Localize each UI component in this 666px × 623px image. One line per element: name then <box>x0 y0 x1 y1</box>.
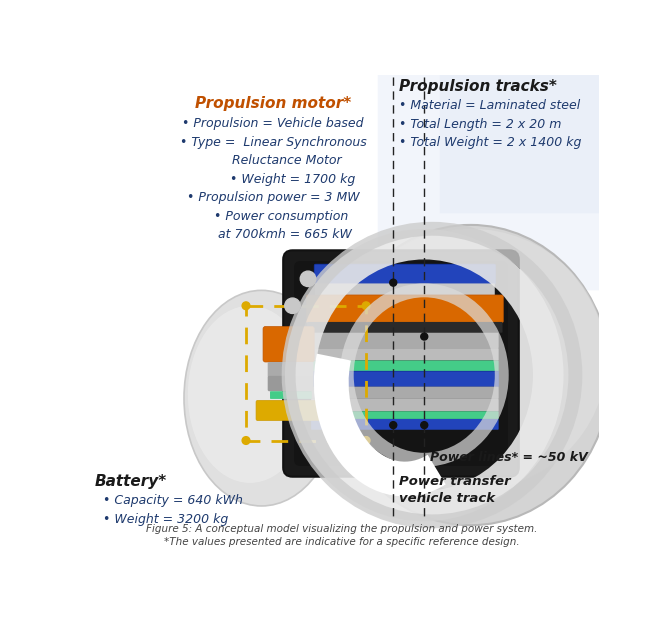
FancyBboxPatch shape <box>306 295 503 323</box>
FancyBboxPatch shape <box>268 376 314 391</box>
Text: Figure 5: A conceptual model visualizing the propulsion and power system.
*The v: Figure 5: A conceptual model visualizing… <box>146 523 537 547</box>
FancyBboxPatch shape <box>311 387 499 399</box>
Ellipse shape <box>188 306 312 483</box>
FancyBboxPatch shape <box>263 326 314 362</box>
FancyBboxPatch shape <box>311 333 499 348</box>
Ellipse shape <box>184 290 339 506</box>
Circle shape <box>300 271 316 287</box>
FancyBboxPatch shape <box>256 401 337 421</box>
Circle shape <box>421 333 428 340</box>
Circle shape <box>362 302 370 310</box>
FancyBboxPatch shape <box>294 261 508 466</box>
Text: Propulsion motor*: Propulsion motor* <box>195 97 351 112</box>
FancyBboxPatch shape <box>311 348 499 361</box>
FancyBboxPatch shape <box>311 361 499 371</box>
Ellipse shape <box>331 225 610 525</box>
Text: Battery*: Battery* <box>95 473 167 488</box>
FancyBboxPatch shape <box>307 322 503 333</box>
FancyBboxPatch shape <box>314 264 496 284</box>
Text: • Capacity = 640 kWh
  • Weight = 3200 kg: • Capacity = 640 kWh • Weight = 3200 kg <box>95 495 242 526</box>
FancyBboxPatch shape <box>283 250 519 477</box>
Ellipse shape <box>304 281 358 323</box>
Circle shape <box>390 422 397 429</box>
FancyBboxPatch shape <box>270 391 312 399</box>
Text: Power lines* = ~50 kV: Power lines* = ~50 kV <box>430 450 588 464</box>
Bar <box>246 306 366 440</box>
Text: Power transfer
vehicle track: Power transfer vehicle track <box>400 475 511 505</box>
FancyBboxPatch shape <box>268 362 314 378</box>
Text: • Material = Laminated steel
• Total Length = 2 x 20 m
• Total Weight = 2 x 1400: • Material = Laminated steel • Total Len… <box>400 100 582 150</box>
FancyBboxPatch shape <box>311 419 499 430</box>
Circle shape <box>421 422 428 429</box>
Circle shape <box>242 437 250 444</box>
FancyBboxPatch shape <box>315 283 495 296</box>
FancyBboxPatch shape <box>311 371 499 387</box>
Circle shape <box>362 437 370 444</box>
Ellipse shape <box>335 229 606 490</box>
FancyBboxPatch shape <box>311 411 499 419</box>
Text: Propulsion tracks*: Propulsion tracks* <box>400 78 557 93</box>
FancyBboxPatch shape <box>440 75 599 213</box>
FancyBboxPatch shape <box>378 75 599 290</box>
FancyBboxPatch shape <box>311 399 499 411</box>
Text: • Propulsion = Vehicle based
• Type =  Linear Synchronous
       Reluctance Moto: • Propulsion = Vehicle based • Type = Li… <box>180 117 366 241</box>
Circle shape <box>390 279 397 286</box>
Circle shape <box>242 302 250 310</box>
Circle shape <box>285 298 300 313</box>
